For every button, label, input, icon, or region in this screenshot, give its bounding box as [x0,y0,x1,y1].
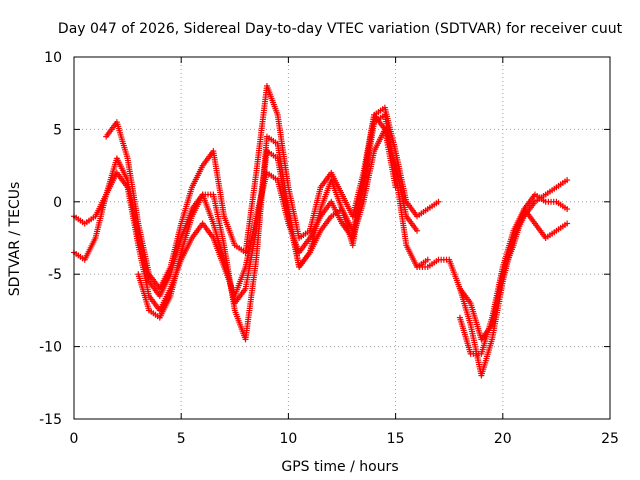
data-points [71,82,571,379]
x-tick-label: 25 [601,431,619,447]
x-axis-label: GPS time / hours [281,459,398,475]
data-point [564,177,571,184]
data-point [564,220,571,227]
data-point [414,227,421,234]
data-point [424,256,431,263]
chart-title: Day 047 of 2026, Sidereal Day-to-day VTE… [58,21,623,37]
y-axis-label: SDTVAR / TECUs [7,182,23,297]
plot-frame [73,56,611,420]
y-tick-label: -15 [39,412,62,428]
data-point [435,198,442,205]
data-point [392,184,399,191]
y-tick-label: 5 [53,122,62,138]
y-tick-label: 10 [44,50,62,66]
y-tick-label: -10 [39,340,62,356]
x-tick-label: 0 [70,431,79,447]
data-point [564,206,571,213]
y-tick-label: 0 [53,195,62,211]
y-tick-label: -5 [48,267,62,283]
axes: 0 5 10 15 20 25 -15 -10 -5 0 5 10 [39,50,619,447]
x-tick-label: 15 [387,431,405,447]
grid-lines [74,57,610,419]
x-tick-label: 20 [494,431,512,447]
x-tick-label: 5 [177,431,186,447]
x-tick-label: 10 [279,431,297,447]
